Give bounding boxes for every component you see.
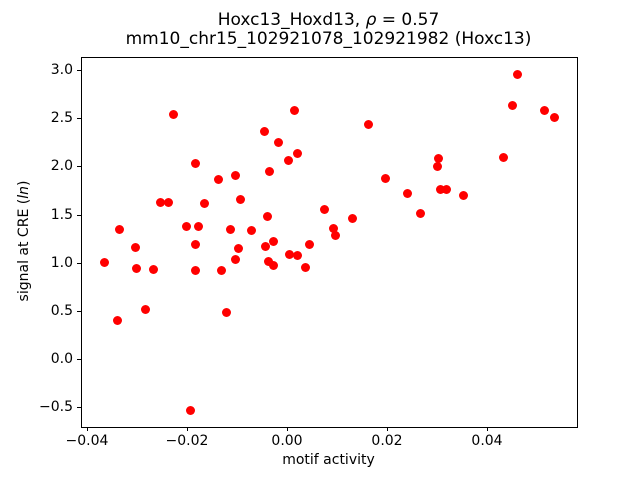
scatter-point <box>348 213 357 223</box>
scatter-point <box>441 184 451 194</box>
scatter-point <box>435 184 445 194</box>
y-tick-label: 1.5 <box>50 206 73 223</box>
title-correlation-value: = 0.57 <box>376 10 440 30</box>
x-tick-mark <box>187 427 188 431</box>
scatter-point <box>191 158 200 168</box>
scatter-point <box>499 153 508 163</box>
scatter-point <box>301 263 310 273</box>
scatter-point <box>260 127 269 137</box>
chart-title: Hoxc13_Hoxd13, ρ = 0.57 mm10_chr15_10292… <box>81 11 576 49</box>
scatter-point <box>293 250 302 260</box>
scatter-point <box>305 239 314 249</box>
scatter-point <box>200 199 209 209</box>
scatter-point <box>331 231 340 241</box>
y-tick-mark <box>77 310 81 312</box>
scatter-point <box>186 405 195 415</box>
x-tick-mark <box>287 427 288 431</box>
scatter-point <box>216 265 226 275</box>
scatter-point <box>381 174 390 184</box>
plot-area <box>81 57 578 428</box>
scatter-point <box>169 109 178 119</box>
chart-title-line2: mm10_chr15_102921078_102921982 (Hoxc13) <box>125 29 532 49</box>
scatter-point <box>508 101 517 111</box>
y-tick-mark <box>77 166 81 168</box>
title-text: Hoxc13_Hoxd13, <box>217 10 366 30</box>
scatter-point <box>235 194 245 204</box>
y-tick-label: 2.5 <box>50 110 73 127</box>
scatter-point <box>246 226 256 236</box>
scatter-point <box>513 70 522 80</box>
x-tick-label: −0.02 <box>165 433 209 449</box>
y-tick-mark <box>77 118 81 120</box>
scatter-point <box>265 166 274 176</box>
x-axis-label: motif activity <box>282 452 375 468</box>
scatter-point <box>459 190 468 200</box>
scatter-point <box>434 154 443 164</box>
y-tick-mark <box>77 262 81 264</box>
x-tick-label: 0.00 <box>271 433 303 449</box>
y-tick-label: 0.0 <box>50 351 73 368</box>
scatter-point <box>290 105 299 115</box>
scatter-point <box>221 308 231 318</box>
scatter-point <box>264 257 273 267</box>
scatter-point <box>329 223 338 233</box>
scatter-point <box>112 316 122 326</box>
y-tick-label: 2.0 <box>50 158 73 175</box>
scatter-point <box>550 112 559 122</box>
y-axis-label-text: signal at CRE ( <box>16 198 32 302</box>
scatter-point <box>432 161 442 171</box>
y-tick-mark <box>77 69 81 71</box>
scatter-point <box>415 209 425 219</box>
y-axis-label-close-paren: ) <box>16 180 32 187</box>
scatter-point <box>194 221 203 231</box>
scatter-point <box>164 198 173 208</box>
scatter-point <box>261 241 270 251</box>
scatter-point <box>149 264 158 274</box>
scatter-point <box>181 221 191 231</box>
scatter-point <box>191 239 200 249</box>
scatter-point <box>293 149 302 159</box>
chart-title-line1: Hoxc13_Hoxd13, ρ = 0.57 <box>81 11 576 30</box>
scatter-point <box>262 211 272 221</box>
y-axis-label-italic-ln: ln <box>16 186 32 199</box>
y-tick-mark <box>77 359 81 361</box>
x-tick-label: −0.04 <box>65 433 109 449</box>
scatter-point <box>100 258 109 268</box>
scatter-point <box>274 137 283 147</box>
scatter-point <box>131 264 141 274</box>
scatter-point <box>403 188 412 198</box>
y-tick-label: −0.5 <box>39 399 73 416</box>
x-tick-label: 0.02 <box>371 433 403 449</box>
scatter-point <box>284 249 294 259</box>
x-tick-mark <box>87 427 88 431</box>
scatter-point <box>269 237 278 247</box>
scatter-point <box>226 224 235 234</box>
scatter-point <box>156 197 165 207</box>
scatter-point <box>268 261 278 271</box>
scatter-point <box>540 105 549 115</box>
x-tick-label: 0.04 <box>471 433 503 449</box>
scatter-point <box>320 205 329 215</box>
scatter-point <box>230 171 240 181</box>
scatter-point <box>231 255 240 265</box>
y-tick-label: 1.0 <box>50 254 73 271</box>
y-tick-mark <box>77 407 81 409</box>
scatter-point <box>131 242 140 252</box>
scatter-point <box>364 120 373 130</box>
scatter-point <box>283 156 293 166</box>
scatter-point <box>190 265 200 275</box>
x-tick-mark <box>387 427 388 431</box>
y-tick-label: 0.5 <box>50 302 73 319</box>
y-tick-label: 3.0 <box>50 61 73 78</box>
y-tick-mark <box>77 214 81 216</box>
title-rho-symbol: ρ <box>365 10 377 30</box>
scatter-point <box>115 224 124 234</box>
scatter-point <box>141 304 150 314</box>
scatter-point <box>214 175 223 185</box>
x-tick-mark <box>487 427 488 431</box>
y-axis-label: signal at CRE (ln) <box>16 181 32 302</box>
scatter-point <box>234 243 243 253</box>
